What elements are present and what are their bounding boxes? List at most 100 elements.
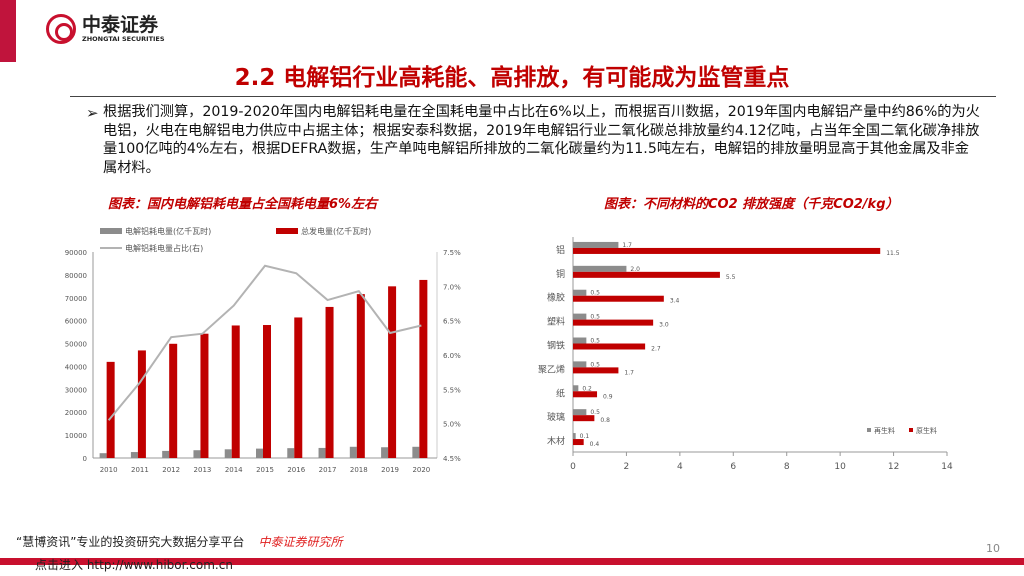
category-label: 橡胶 bbox=[547, 292, 565, 304]
x-tick-label: 2015 bbox=[256, 466, 274, 474]
bar-consumption bbox=[256, 448, 263, 458]
data-label: 0.5 bbox=[590, 409, 600, 416]
left-chart-caption: 图表：国内电解铝耗电量占全国耗电量6%左右 bbox=[108, 197, 378, 212]
x-tick-label: 2019 bbox=[381, 466, 399, 474]
data-label: 1.7 bbox=[624, 369, 634, 376]
y2-tick-label: 7.0% bbox=[443, 283, 461, 291]
legend-label: 电解铝耗电量(亿千瓦时) bbox=[125, 226, 211, 236]
bar-consumption bbox=[287, 448, 295, 458]
legend-label: 原生料 bbox=[916, 426, 937, 435]
category-label: 玻璃 bbox=[547, 411, 565, 423]
legend-label: 总发电量(亿千瓦时) bbox=[301, 226, 371, 236]
logo-cn: 中泰证券 bbox=[82, 14, 159, 36]
right-chart-caption: 图表：不同材料的CO2 排放强度（千克CO2/kg） bbox=[604, 197, 899, 212]
bar-recycled bbox=[573, 337, 587, 344]
x-tick-label: 2 bbox=[624, 462, 630, 472]
x-tick-label: 2017 bbox=[319, 466, 337, 474]
legend-swatch bbox=[100, 228, 122, 234]
x-tick-label: 2020 bbox=[412, 466, 430, 474]
category-label: 塑料 bbox=[547, 316, 565, 328]
category-label: 纸 bbox=[556, 387, 565, 399]
data-label: 3.4 bbox=[670, 298, 680, 305]
x-tick-label: 8 bbox=[784, 462, 790, 472]
bar-consumption bbox=[318, 447, 326, 458]
bar-recycled bbox=[573, 241, 619, 248]
bar-virgin bbox=[573, 367, 619, 374]
data-label: 1.7 bbox=[622, 242, 632, 249]
data-label: 3.0 bbox=[659, 322, 669, 329]
data-label: 2.7 bbox=[651, 346, 661, 353]
x-tick-label: 10 bbox=[834, 462, 846, 472]
y2-tick-label: 6.5% bbox=[443, 318, 461, 326]
bar-recycled bbox=[573, 409, 587, 416]
category-label: 木材 bbox=[547, 435, 565, 447]
x-tick-label: 2014 bbox=[225, 466, 243, 474]
divider bbox=[70, 96, 996, 97]
data-label: 2.0 bbox=[630, 266, 640, 273]
legend-swatch bbox=[867, 428, 871, 432]
bar-consumption bbox=[162, 450, 170, 458]
footer-bar bbox=[0, 558, 1024, 565]
footer-link[interactable]: 点击进入 http://www.hibor.com.cn bbox=[35, 558, 233, 572]
category-label: 钢铁 bbox=[547, 340, 565, 352]
body-text: 根据我们测算，2019-2020年国内电解铝耗电量在全国耗电量中占比在6%以上，… bbox=[103, 104, 980, 176]
bar-total-generation bbox=[419, 279, 428, 458]
logo-en: ZHONGTAI SECURITIES bbox=[82, 35, 165, 43]
category-label: 铜 bbox=[556, 268, 565, 280]
bar-virgin bbox=[573, 247, 881, 254]
x-tick-label: 4 bbox=[677, 462, 683, 472]
x-tick-label: 2011 bbox=[131, 466, 149, 474]
bar-virgin bbox=[573, 415, 595, 422]
logo-icon bbox=[46, 14, 76, 44]
y-tick-label: 10000 bbox=[65, 432, 87, 440]
y2-tick-label: 7.5% bbox=[443, 249, 461, 257]
bar-total-generation bbox=[388, 286, 397, 458]
logo: 中泰证券 ZHONGTAI SECURITIES bbox=[46, 14, 165, 44]
legend-label: 电解铝耗电量占比(右) bbox=[125, 243, 203, 253]
category-label: 聚乙烯 bbox=[538, 363, 565, 375]
y-tick-label: 80000 bbox=[65, 272, 87, 280]
bar-virgin bbox=[573, 295, 664, 302]
x-tick-label: 2013 bbox=[194, 466, 212, 474]
bar-virgin bbox=[573, 439, 584, 446]
bar-total-generation bbox=[231, 325, 240, 458]
y-tick-label: 50000 bbox=[65, 341, 87, 349]
y2-tick-label: 6.0% bbox=[443, 352, 461, 360]
bar-recycled bbox=[573, 313, 587, 320]
x-tick-label: 2012 bbox=[162, 466, 180, 474]
x-tick-label: 2016 bbox=[287, 466, 305, 474]
footer-quote: “慧博资讯”专业的投资研究大数据分享平台 bbox=[16, 535, 245, 549]
y2-tick-label: 5.5% bbox=[443, 386, 461, 394]
bar-virgin bbox=[573, 343, 646, 350]
y2-tick-label: 5.0% bbox=[443, 421, 461, 429]
data-label: 0.5 bbox=[590, 290, 600, 297]
bar-total-generation bbox=[294, 317, 303, 458]
bar-total-generation bbox=[169, 343, 178, 458]
bullet-icon: ➢ bbox=[86, 104, 99, 122]
y-tick-label: 90000 bbox=[65, 249, 87, 257]
bar-consumption bbox=[381, 447, 389, 458]
legend-swatch bbox=[909, 428, 913, 432]
legend-swatch bbox=[276, 228, 298, 234]
bar-virgin bbox=[573, 391, 598, 398]
x-tick-label: 0 bbox=[570, 462, 576, 472]
bar-consumption bbox=[99, 453, 107, 458]
page-number: 10 bbox=[986, 542, 1000, 555]
y2-tick-label: 4.5% bbox=[443, 455, 461, 463]
x-tick-label: 2018 bbox=[350, 466, 368, 474]
y-tick-label: 30000 bbox=[65, 386, 87, 394]
y-tick-label: 0 bbox=[83, 455, 87, 463]
bar-consumption bbox=[130, 452, 138, 458]
bar-total-generation bbox=[106, 361, 115, 458]
y-tick-label: 60000 bbox=[65, 318, 87, 326]
data-label: 0.8 bbox=[600, 417, 610, 424]
x-tick-label: 6 bbox=[730, 462, 736, 472]
x-tick-label: 12 bbox=[888, 462, 899, 472]
footer-row: “慧博资讯”专业的投资研究大数据分享平台 中泰证券研究所 bbox=[16, 533, 342, 550]
bar-total-generation bbox=[137, 350, 146, 458]
data-label: 0.2 bbox=[582, 385, 592, 392]
bar-consumption bbox=[193, 450, 201, 458]
bar-virgin bbox=[573, 271, 720, 278]
data-label: 0.5 bbox=[590, 314, 600, 321]
